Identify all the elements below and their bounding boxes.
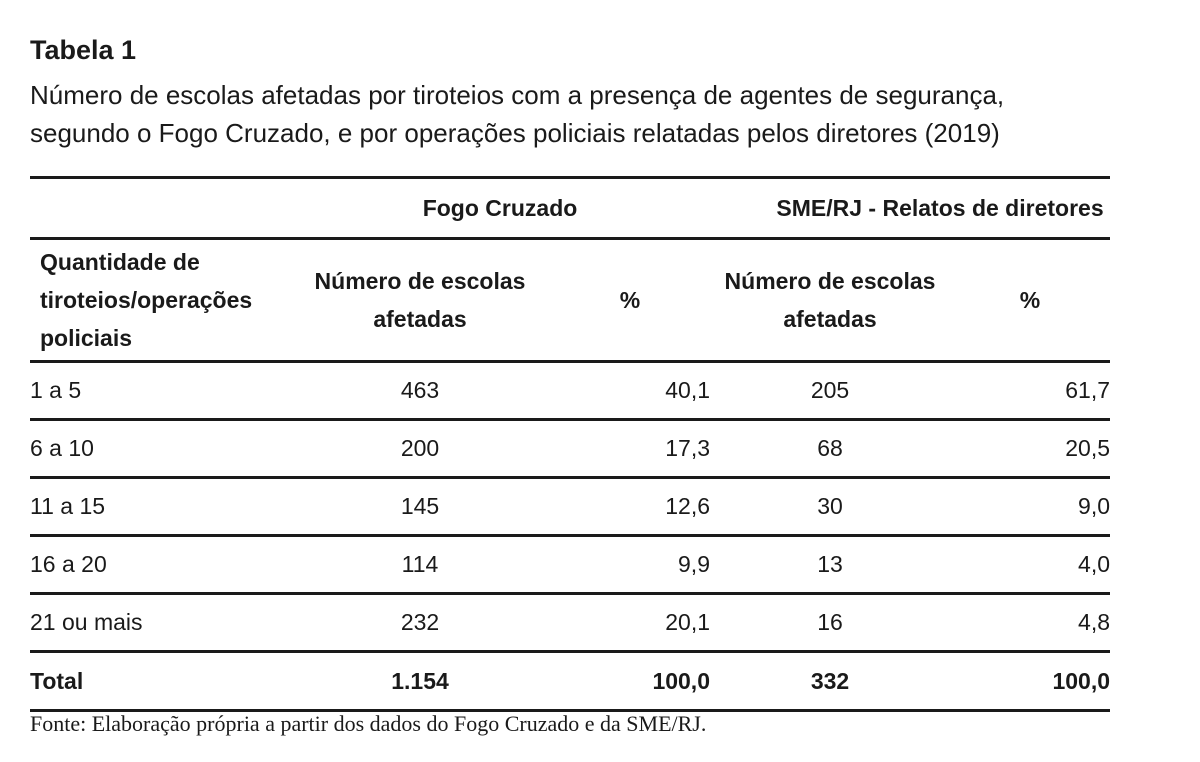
col-header-line-2: afetadas (783, 306, 877, 332)
row-label: 21 ou mais (30, 593, 290, 653)
cell-sme-schools: 68 (710, 419, 950, 479)
row-label: 6 a 10 (30, 419, 290, 479)
cell-sme-pct: 61,7 (950, 361, 1111, 421)
cell-sme-schools: 16 (710, 593, 950, 653)
cell-fc-pct: 40,1 (550, 361, 710, 421)
col-header-sme-schools: Número de escolas afetadas (710, 238, 950, 363)
col-header-fc-pct: % (550, 238, 710, 363)
group-header-sme: SME/RJ - Relatos de diretores (710, 177, 1111, 240)
cell-fc-schools: 463 (290, 361, 550, 421)
table-number: Tabela 1 (30, 35, 137, 65)
table-row: 21 ou mais 232 20,1 16 4,8 (30, 593, 1111, 653)
row-header-line-3: policiais (40, 325, 133, 351)
cell-fc-schools: 114 (290, 535, 550, 595)
cell-sme-pct: 9,0 (950, 477, 1111, 537)
cell-fc-pct: 20,1 (550, 593, 710, 653)
col-header-line-1: Número de escolas (314, 268, 526, 294)
row-label: 11 a 15 (30, 477, 290, 537)
table-row: 6 a 10 200 17,3 68 20,5 (30, 419, 1111, 479)
table-caption: Número de escolas afetadas por tiroteios… (30, 76, 1160, 152)
group-header-fogo-cruzado: Fogo Cruzado (290, 177, 710, 240)
cell-fc-pct: 12,6 (550, 477, 710, 537)
col-header-sme-pct: % (950, 238, 1111, 363)
row-header-line-2: tiroteios/operações (40, 287, 253, 313)
data-table-container: Fogo Cruzado SME/RJ - Relatos de diretor… (30, 176, 1111, 712)
cell-sme-pct: 4,8 (950, 593, 1111, 653)
table-row: 16 a 20 114 9,9 13 4,0 (30, 535, 1111, 595)
group-header-row: Fogo Cruzado SME/RJ - Relatos de diretor… (30, 177, 1111, 240)
cell-fc-schools: 145 (290, 477, 550, 537)
cell-fc-pct: 17,3 (550, 419, 710, 479)
caption-line-1: Número de escolas afetadas por tiroteios… (30, 80, 1005, 110)
cell-fc-schools: 200 (290, 419, 550, 479)
cell-fc-schools: 232 (290, 593, 550, 653)
total-fc-schools: 1.154 (290, 651, 550, 712)
total-fc-pct: 100,0 (550, 651, 710, 712)
table-row: 1 a 5 463 40,1 205 61,7 (30, 361, 1111, 421)
data-table: Fogo Cruzado SME/RJ - Relatos de diretor… (30, 176, 1111, 712)
total-row: Total 1.154 100,0 332 100,0 (30, 651, 1111, 712)
cell-fc-pct: 9,9 (550, 535, 710, 595)
table-row: 11 a 15 145 12,6 30 9,0 (30, 477, 1111, 537)
caption-line-2: segundo o Fogo Cruzado, e por operações … (30, 118, 1000, 148)
source-note: Fonte: Elaboração própria a partir dos d… (30, 711, 707, 736)
row-label: 1 a 5 (30, 361, 290, 421)
total-label: Total (30, 651, 290, 712)
col-header-line-2: afetadas (373, 306, 467, 332)
row-header-quantity: Quantidade de tiroteios/operações polici… (30, 238, 290, 363)
cell-sme-pct: 20,5 (950, 419, 1111, 479)
column-header-row: Quantidade de tiroteios/operações polici… (30, 238, 1111, 363)
col-header-line-1: Número de escolas (724, 268, 936, 294)
row-header-line-1: Quantidade de (40, 249, 200, 275)
row-label: 16 a 20 (30, 535, 290, 595)
cell-sme-pct: 4,0 (950, 535, 1111, 595)
col-header-fc-schools: Número de escolas afetadas (290, 238, 550, 363)
total-sme-pct: 100,0 (950, 651, 1111, 712)
total-sme-schools: 332 (710, 651, 950, 712)
cell-sme-schools: 30 (710, 477, 950, 537)
cell-sme-schools: 205 (710, 361, 950, 421)
cell-sme-schools: 13 (710, 535, 950, 595)
group-header-empty (30, 177, 290, 240)
